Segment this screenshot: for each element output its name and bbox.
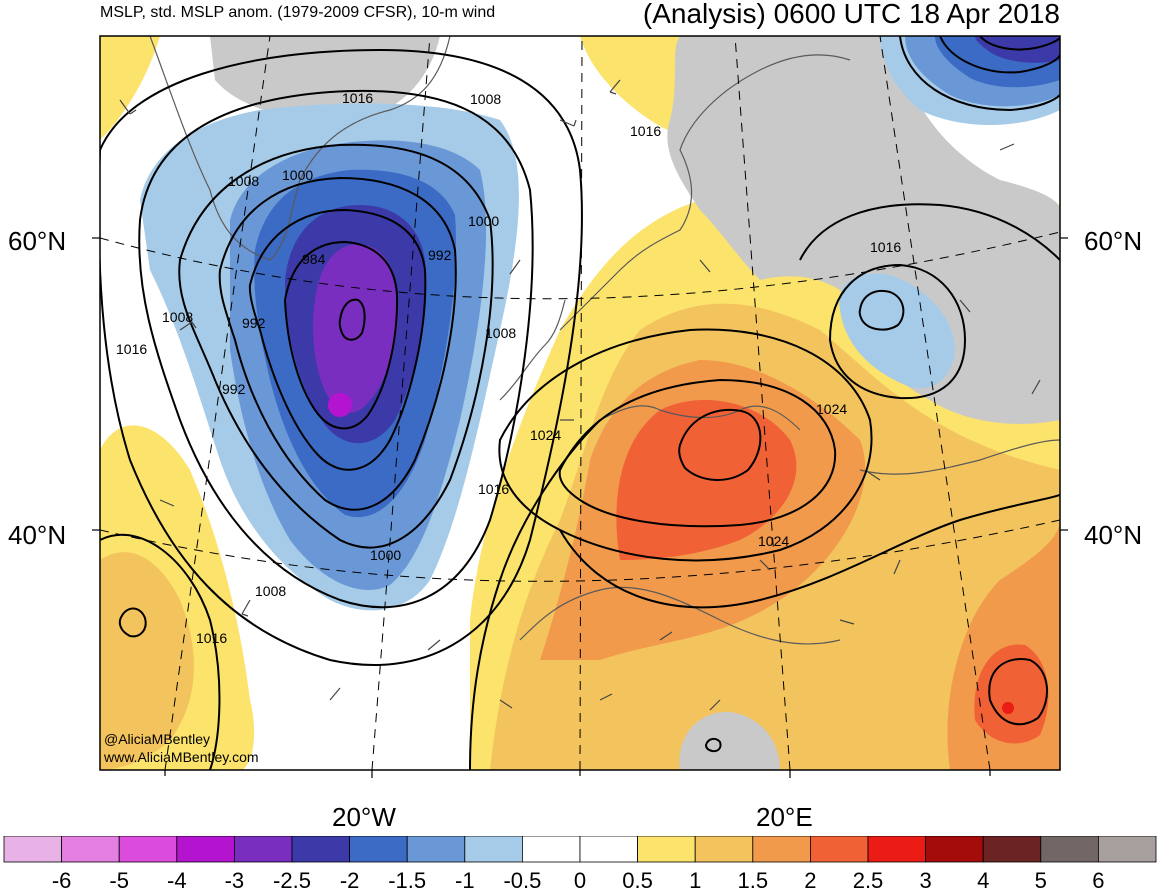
colorbar-tick-label: -0.5 (503, 868, 541, 892)
credit-handle: @AliciaMBentley (104, 731, 210, 747)
lon-label: 20°W (332, 802, 396, 832)
colorbar-box (1098, 836, 1157, 863)
anomaly-region-gray (679, 711, 780, 770)
lat-label-right: 40°N (1084, 520, 1142, 550)
isobar-label: 992 (428, 247, 452, 263)
isobar-label: 984 (302, 251, 326, 267)
colorbar-tick-label: -5 (109, 868, 129, 892)
colorbar-tick-label: -1.5 (388, 868, 426, 892)
colorbar-box (406, 836, 466, 863)
isobar-label: 1016 (630, 123, 661, 139)
colorbar-tick-label: 3 (919, 868, 931, 892)
colorbar-box (61, 836, 120, 863)
colorbar-box (3, 836, 62, 863)
colorbar-box (176, 836, 235, 863)
map-title-left: MSLP, std. MSLP anom. (1979-2009 CFSR), … (100, 4, 496, 21)
lat-label-left: 60°N (8, 226, 66, 256)
colorbar-tick-label: 5 (1035, 868, 1047, 892)
isobar-label: 1016 (196, 630, 227, 646)
lon-label: 20°E (756, 802, 813, 832)
map-field: 1016 1008 1016 1008 1000 984 992 1000 99… (100, 36, 1060, 770)
isobars (100, 36, 1060, 770)
colorbar-box (637, 836, 696, 863)
isobar-label: 992 (242, 315, 266, 331)
colorbar-tick-label: 2.5 (853, 868, 884, 892)
colorbar-tick-label: -1 (455, 868, 475, 892)
colorbar-tick-label: -2 (340, 868, 360, 892)
isobar-label: 992 (222, 381, 246, 397)
isobar-label: 1000 (370, 547, 401, 563)
anomaly-max-marker (1002, 702, 1014, 714)
anomaly-region-positive (616, 400, 797, 560)
isobar-label: 1008 (228, 173, 259, 189)
colorbar: -6 -5 -4 -3 -2.5 -2 -1.5 -1 -0.5 0 0.5 1 1.5 2 2.5 3 4 5 6 (3, 836, 1157, 892)
isobar-label: 1016 (116, 341, 147, 357)
colorbar-box (291, 836, 350, 863)
colorbar-box (118, 836, 178, 863)
anomaly-region-negative (313, 244, 399, 413)
colorbar-box (464, 836, 523, 863)
colorbar-box (694, 836, 754, 863)
lat-label-left: 40°N (8, 520, 66, 550)
colorbar-ticks: -6 -5 -4 -3 -2.5 -2 -1.5 -1 -0.5 0 0.5 1 1.5 2 2.5 3 4 5 6 (52, 868, 1105, 892)
anomaly-region-positive (100, 36, 160, 140)
isobar-label: 1024 (758, 533, 789, 549)
colorbar-tick-label: 2 (804, 868, 816, 892)
map-title-right: (Analysis) 0600 UTC 18 Apr 2018 (642, 0, 1060, 29)
frame-ticks (92, 237, 1068, 778)
colorbar-tick-label: 0 (574, 868, 586, 892)
colorbar-tick-label: -6 (52, 868, 72, 892)
colorbar-box (349, 836, 408, 863)
isobar-labels: 1016 1008 1016 1008 1000 984 992 1000 99… (116, 90, 901, 646)
isobar-label: 1000 (468, 213, 499, 229)
colorbar-tick-label: -3 (225, 868, 245, 892)
isobar-label: 1024 (530, 427, 561, 443)
wind-barbs (119, 79, 1041, 711)
colorbar-box (867, 836, 926, 863)
lat-label-right: 60°N (1084, 226, 1142, 256)
anomaly-region-negative (839, 273, 955, 389)
colorbar-box (982, 836, 1042, 863)
isobar-label: 1008 (485, 325, 516, 341)
weather-map: 1016 1008 1016 1008 1000 984 992 1000 99… (8, 35, 1142, 832)
colorbar-box (579, 836, 638, 863)
isobar-label: 1000 (282, 167, 313, 183)
credit-website: www.AliciaMBentley.com (103, 749, 259, 765)
isobar-label: 1024 (816, 401, 847, 417)
graticule (100, 36, 1060, 770)
anomaly-region-positive (974, 644, 1049, 744)
isobar-label: 1008 (470, 91, 501, 107)
anomaly-region-gray (210, 36, 440, 121)
isobar-label: 1016 (478, 481, 509, 497)
colorbar-tick-label: 1 (689, 868, 701, 892)
colorbar-box (752, 836, 811, 863)
colorbar-box (925, 836, 984, 863)
anomaly-min-marker (328, 393, 352, 417)
isobar-label: 1016 (870, 239, 901, 255)
colorbar-tick-label: -2.5 (273, 868, 311, 892)
colorbar-tick-label: 1.5 (738, 868, 769, 892)
colorbar-box (522, 836, 581, 863)
colorbar-box (810, 836, 869, 863)
anomaly-region-positive (100, 552, 194, 770)
colorbar-tick-label: 0.5 (622, 868, 653, 892)
isobar-label: 1008 (255, 583, 286, 599)
colorbar-tick-label: 6 (1092, 868, 1104, 892)
colorbar-box (233, 836, 293, 863)
colorbar-boxes (3, 836, 1157, 863)
colorbar-tick-label: -4 (167, 868, 187, 892)
isobar-label: 1008 (162, 309, 193, 325)
anomaly-region-gray (667, 36, 1060, 424)
colorbar-box (1040, 836, 1099, 863)
isobar-label: 1016 (342, 90, 373, 106)
colorbar-tick-label: 4 (977, 868, 989, 892)
